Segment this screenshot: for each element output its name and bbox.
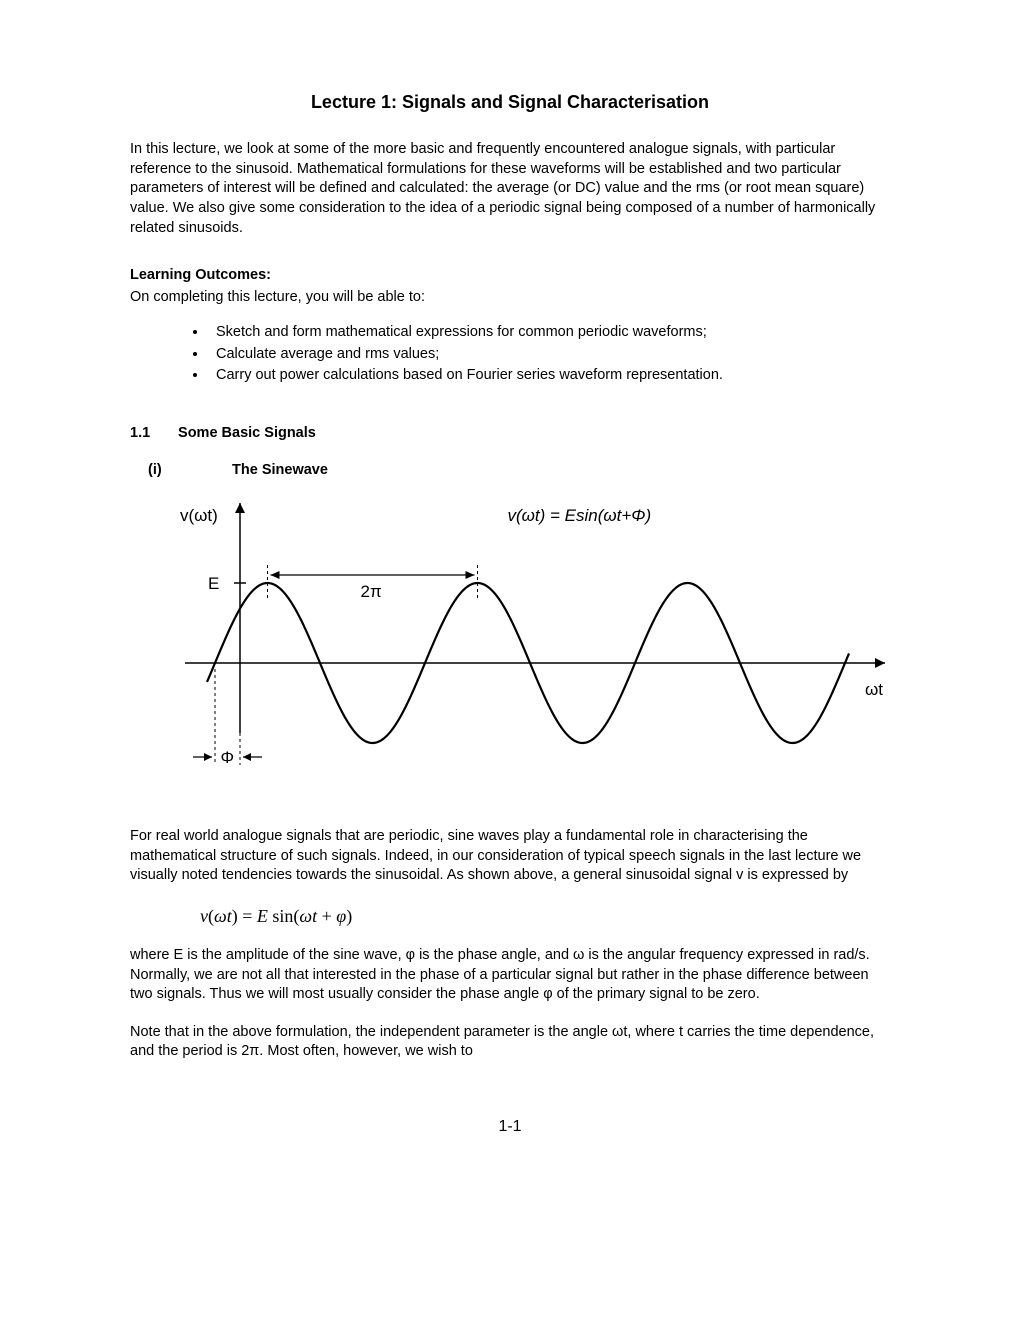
list-item: Carry out power calculations based on Fo… bbox=[208, 366, 890, 386]
svg-text:v(ωt) = Esin(ωt+Φ): v(ωt) = Esin(ωt+Φ) bbox=[508, 506, 652, 525]
page-number: 1-1 bbox=[130, 1116, 890, 1138]
svg-text:Φ: Φ bbox=[221, 748, 235, 767]
list-item: Sketch and form mathematical expressions… bbox=[208, 323, 890, 343]
sinewave-svg: v(ωt) ωt E 2π Φv(ωt) = Esin(ωt+Φ) bbox=[130, 493, 890, 793]
intro-paragraph: In this lecture, we look at some of the … bbox=[130, 140, 890, 238]
body-paragraph-2: where E is the amplitude of the sine wav… bbox=[130, 946, 890, 1005]
svg-text:2π: 2π bbox=[361, 582, 382, 601]
body-paragraph-1: For real world analogue signals that are… bbox=[130, 827, 890, 886]
list-item: Calculate average and rms values; bbox=[208, 345, 890, 365]
subsection-title: The Sinewave bbox=[232, 462, 328, 478]
svg-text:v(ωt): v(ωt) bbox=[180, 506, 218, 525]
section-heading: 1.1 Some Basic Signals bbox=[130, 424, 890, 444]
section-title: Some Basic Signals bbox=[178, 425, 316, 441]
sinewave-figure: v(ωt) ωt E 2π Φv(ωt) = Esin(ωt+Φ) bbox=[130, 493, 890, 793]
section-number: 1.1 bbox=[130, 424, 174, 444]
svg-text:ωt: ωt bbox=[865, 680, 883, 699]
subsection-label: (i) bbox=[148, 461, 228, 481]
learning-outcomes-list: Sketch and form mathematical expressions… bbox=[130, 323, 890, 386]
equation-sinusoid: v(ωt) = E sin(ωt + φ) bbox=[200, 904, 890, 928]
learning-outcomes-subheading: On completing this lecture, you will be … bbox=[130, 288, 890, 308]
subsection-heading: (i) The Sinewave bbox=[148, 461, 890, 481]
page-title: Lecture 1: Signals and Signal Characteri… bbox=[130, 90, 890, 114]
learning-outcomes-heading: Learning Outcomes: bbox=[130, 266, 890, 286]
svg-text:E: E bbox=[208, 574, 219, 593]
body-paragraph-3: Note that in the above formulation, the … bbox=[130, 1023, 890, 1062]
